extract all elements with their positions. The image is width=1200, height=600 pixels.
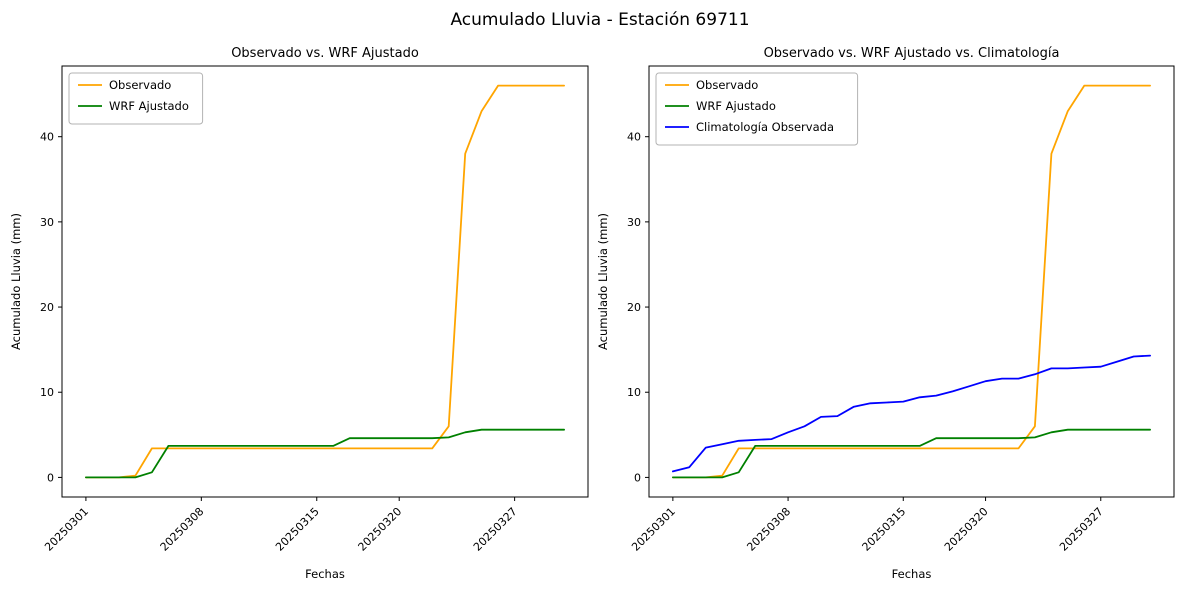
- x-tick-label: 20250315: [860, 505, 909, 554]
- series-line-wrf-ajustado: [85, 428, 565, 479]
- y-tick-label: 20: [627, 301, 641, 314]
- legend: [655, 72, 859, 146]
- figure-title: Acumulado Lluvia - Estación 69711: [450, 10, 750, 30]
- x-tick-label: 20250301: [629, 505, 678, 554]
- legend: [68, 72, 204, 125]
- y-tick-label: 40: [40, 131, 54, 144]
- x-tick-label: 20250315: [273, 505, 322, 554]
- legend-label: Observado: [696, 78, 758, 92]
- legend-label: Climatología Observada: [696, 120, 834, 134]
- x-tick-label: 20250327: [1057, 505, 1106, 554]
- legend-label: WRF Ajustado: [696, 99, 776, 113]
- series-line-climatología-observada: [672, 354, 1151, 473]
- x-tick-label: 20250320: [942, 505, 991, 554]
- x-tick-label: 20250320: [356, 505, 405, 554]
- y-tick-label: 0: [634, 471, 641, 484]
- series-line-wrf-ajustado: [672, 428, 1151, 479]
- y-tick-label: 10: [627, 386, 641, 399]
- x-tick-label: 20250308: [744, 505, 793, 554]
- x-tick-label: 20250308: [158, 505, 207, 554]
- x-tick-label: 20250301: [42, 505, 91, 554]
- subplot-2: 0 10 20 30 40 20250301 20250308 20250315 2025032…: [596, 46, 1175, 581]
- axes-spines: [61, 65, 589, 498]
- subplot-title: Observado vs. WRF Ajustado: [231, 46, 419, 61]
- y-axis-label: Acumulado Lluvia (mm): [596, 213, 610, 350]
- x-tick-label: 20250327: [471, 505, 520, 554]
- y-tick-label: 40: [627, 131, 641, 144]
- y-tick-label: 30: [40, 216, 54, 229]
- y-axis-label: Acumulado Lluvia (mm): [9, 213, 23, 350]
- y-tick-label: 0: [47, 471, 54, 484]
- legend-label: WRF Ajustado: [109, 99, 189, 113]
- y-tick-label: 30: [627, 216, 641, 229]
- series-line-observado: [672, 84, 1151, 479]
- legend-label: Observado: [109, 78, 171, 92]
- subplot-title: Observado vs. WRF Ajustado vs. Climatolo…: [764, 46, 1060, 61]
- x-axis-label: Fechas: [305, 567, 345, 581]
- y-tick-label: 10: [40, 386, 54, 399]
- x-axis-label: Fechas: [892, 567, 932, 581]
- y-tick-label: 20: [40, 301, 54, 314]
- axes-spines: [648, 65, 1175, 498]
- subplot-1: 0 10 20 30 40 20250301 20250308 20250315 2025032…: [9, 46, 589, 581]
- series-line-observado: [85, 84, 565, 479]
